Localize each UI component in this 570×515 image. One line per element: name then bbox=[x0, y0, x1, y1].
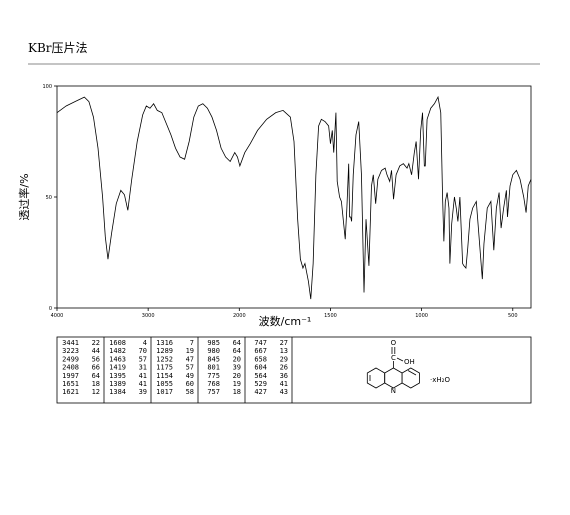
table-cell: 12 bbox=[92, 388, 100, 396]
hydrate-label: ·xH₂O bbox=[430, 376, 450, 384]
table-cell: 20 bbox=[233, 355, 241, 363]
table-cell: 19 bbox=[186, 347, 194, 355]
table-cell: 1463 bbox=[109, 355, 126, 363]
table-cell: 36 bbox=[280, 372, 288, 380]
table-cell: 18 bbox=[92, 380, 100, 388]
x-tick-label: 4000 bbox=[51, 313, 64, 319]
table-cell: 747 bbox=[254, 339, 267, 347]
table-cell: 19 bbox=[233, 380, 241, 388]
table-cell: 757 bbox=[207, 388, 220, 396]
table-cell: 801 bbox=[207, 364, 220, 372]
table-cell: 47 bbox=[186, 355, 194, 363]
y-axis-label: 透过率/% bbox=[17, 173, 31, 220]
table-cell: 768 bbox=[207, 380, 220, 388]
table-cell: 1389 bbox=[109, 380, 126, 388]
table-cell: 1316 bbox=[156, 339, 173, 347]
table-cell: 44 bbox=[92, 347, 100, 355]
table-cell: 1482 bbox=[109, 347, 126, 355]
x-axis-label: 波数/cm⁻¹ bbox=[259, 315, 312, 328]
table-cell: 49 bbox=[186, 372, 194, 380]
table-cell: 1154 bbox=[156, 372, 173, 380]
page-title: KBr压片法 bbox=[28, 41, 88, 55]
table-cell: 64 bbox=[233, 339, 241, 347]
table-cell: 29 bbox=[280, 355, 288, 363]
x-tick-label: 1500 bbox=[324, 313, 337, 319]
table-cell: 427 bbox=[254, 388, 267, 396]
atom-label: OH bbox=[404, 358, 415, 366]
table-cell: 1621 bbox=[62, 388, 79, 396]
table-cell: 57 bbox=[139, 355, 147, 363]
table-frame bbox=[56, 336, 532, 404]
table-cell: 60 bbox=[186, 380, 194, 388]
table-cell: 775 bbox=[207, 372, 220, 380]
table-cell: 985 bbox=[207, 339, 220, 347]
table-cell: 2408 bbox=[62, 364, 79, 372]
table-cell: 564 bbox=[254, 372, 267, 380]
table-cell: 1252 bbox=[156, 355, 173, 363]
atom-label: O bbox=[391, 339, 397, 347]
table-cell: 26 bbox=[280, 364, 288, 372]
y-tick-label: 50 bbox=[46, 195, 52, 201]
table-cell: 18 bbox=[233, 388, 241, 396]
spectrum-line bbox=[56, 95, 532, 300]
table-cell: 1017 bbox=[156, 388, 173, 396]
table-cell: 43 bbox=[280, 388, 288, 396]
table-cell: 1384 bbox=[109, 388, 126, 396]
table-cell: 22 bbox=[92, 339, 100, 347]
x-tick-label: 2000 bbox=[233, 313, 246, 319]
table-cell: 66 bbox=[92, 364, 100, 372]
table-cell: 3223 bbox=[62, 347, 79, 355]
x-tick-label: 3000 bbox=[142, 313, 155, 319]
table-cell: 658 bbox=[254, 355, 267, 363]
y-tick-label: 100 bbox=[42, 84, 52, 90]
table-cell: 41 bbox=[280, 380, 288, 388]
table-cell: 1419 bbox=[109, 364, 126, 372]
table-cell: 41 bbox=[139, 380, 147, 388]
table-cell: 70 bbox=[139, 347, 147, 355]
table-cell: 2499 bbox=[62, 355, 79, 363]
table-cell: 20 bbox=[233, 372, 241, 380]
table-cell: 667 bbox=[254, 347, 267, 355]
table-cell: 27 bbox=[280, 339, 288, 347]
x-tick-label: 1000 bbox=[415, 313, 428, 319]
table-cell: 4 bbox=[143, 339, 147, 347]
table-cell: 604 bbox=[254, 364, 267, 372]
table-cell: 1289 bbox=[156, 347, 173, 355]
table-cell: 1055 bbox=[156, 380, 173, 388]
table-cell: 1395 bbox=[109, 372, 126, 380]
structure bbox=[366, 347, 420, 389]
structure-labels: O C OH N ·xH₂O bbox=[391, 339, 451, 395]
table-cell: 1651 bbox=[62, 380, 79, 388]
table-cell: 56 bbox=[92, 355, 100, 363]
table-cell: 57 bbox=[186, 364, 194, 372]
table-cell: 39 bbox=[139, 388, 147, 396]
y-tick-label: 0 bbox=[49, 306, 52, 312]
table-cell: 13 bbox=[280, 347, 288, 355]
table-cell: 1175 bbox=[156, 364, 173, 372]
table-cell: 41 bbox=[139, 372, 147, 380]
table-cell: 980 bbox=[207, 347, 220, 355]
table-cell: 64 bbox=[92, 372, 100, 380]
x-tick-label: 500 bbox=[508, 313, 518, 319]
table-cell: 529 bbox=[254, 380, 267, 388]
table-cell: 845 bbox=[207, 355, 220, 363]
table-cell: 39 bbox=[233, 364, 241, 372]
atom-label: C bbox=[391, 354, 396, 362]
table-cell: 7 bbox=[190, 339, 194, 347]
table-cell: 1608 bbox=[109, 339, 126, 347]
table-cell: 1997 bbox=[62, 372, 79, 380]
table-cell: 3441 bbox=[62, 339, 79, 347]
table-cell: 58 bbox=[186, 388, 194, 396]
table-cell: 64 bbox=[233, 347, 241, 355]
atom-label: N bbox=[391, 387, 396, 395]
table-cell: 31 bbox=[139, 364, 147, 372]
